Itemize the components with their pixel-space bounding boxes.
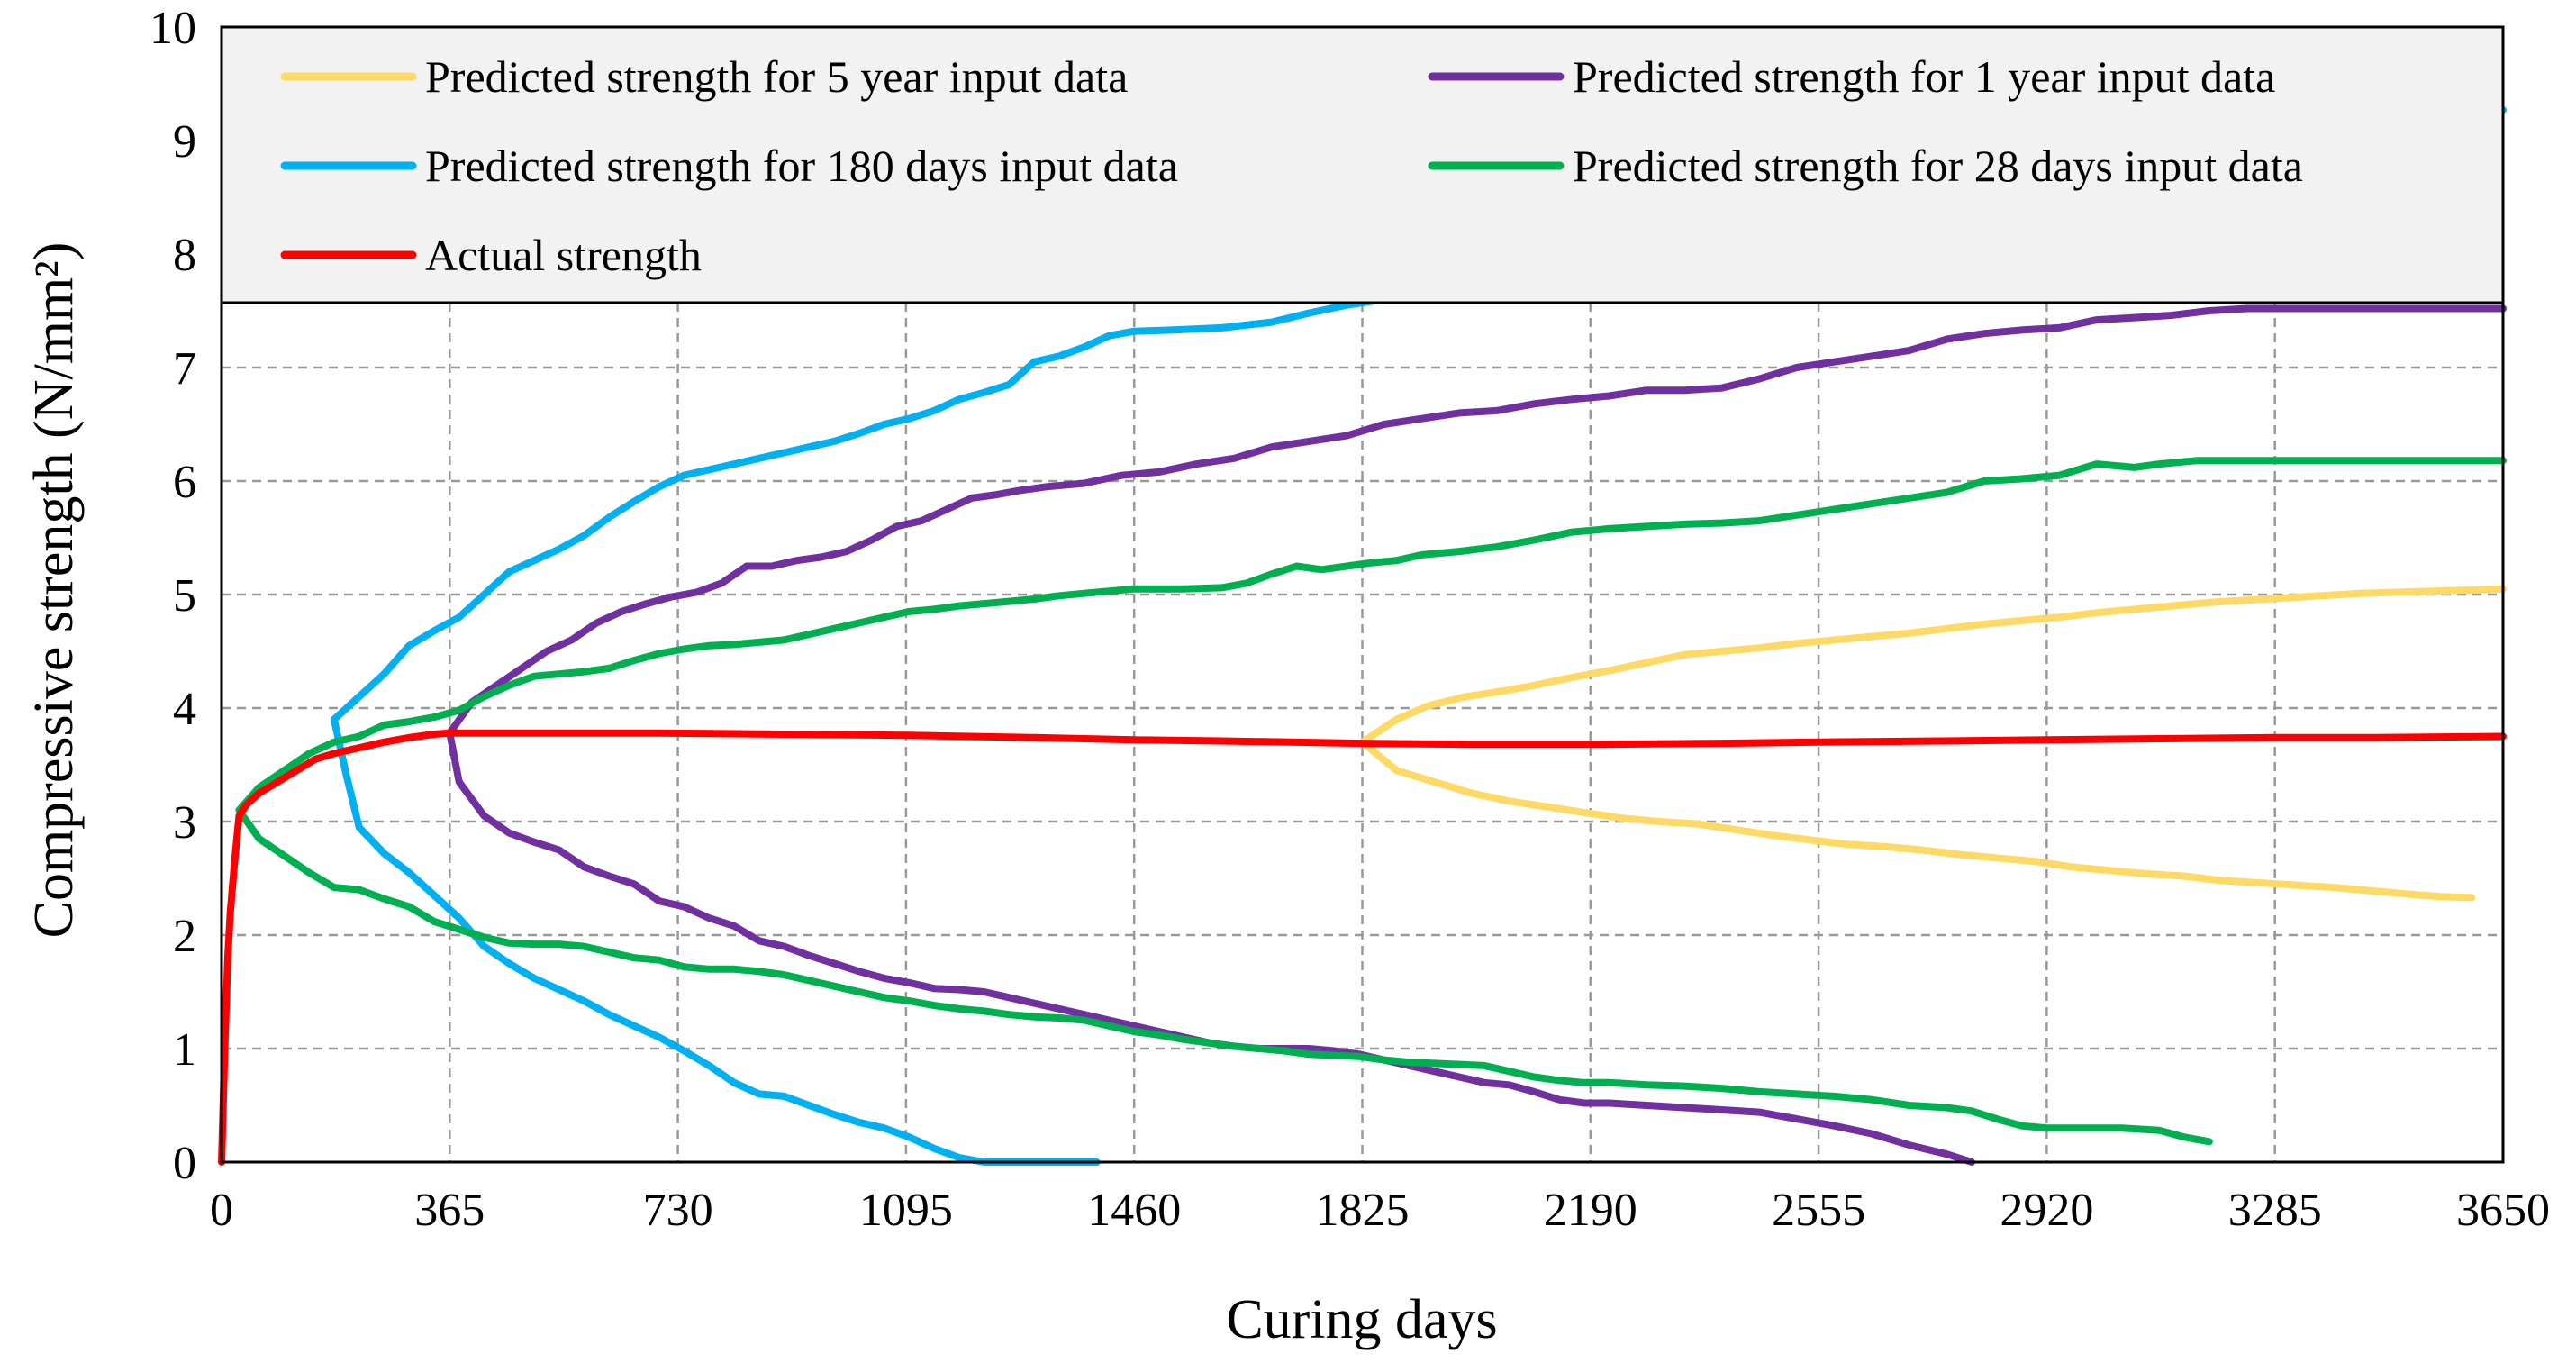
- series-line: [1358, 585, 2507, 746]
- y-tick-labels: 0 1 2 3 4 5 6 7 8 9 10: [150, 3, 196, 1189]
- legend-box: [220, 25, 2505, 304]
- legend-item: Actual strength: [280, 230, 702, 280]
- legend-label: Predicted strength for 28 days input dat…: [1573, 141, 2303, 191]
- legend-label: Predicted strength for 5 year input data: [425, 51, 1128, 102]
- series-line: [1358, 738, 2476, 902]
- x-tick-label: 1825: [1316, 1185, 1410, 1236]
- legend-item: Predicted strength for 1 year input data: [1428, 51, 2275, 102]
- series-line: [446, 304, 2507, 737]
- legend-item: Predicted strength for 5 year input data: [280, 51, 1128, 102]
- x-tick-label: 2555: [1772, 1185, 1865, 1236]
- legend-label: Actual strength: [425, 230, 702, 280]
- y-tick-label: 7: [173, 343, 196, 395]
- series-line: [235, 457, 2507, 814]
- legend-item: Predicted strength for 28 days input dat…: [1428, 141, 2303, 191]
- y-tick-label: 9: [173, 116, 196, 168]
- x-tick-label: 1460: [1087, 1185, 1181, 1236]
- series-line: [330, 715, 1101, 1166]
- x-tick-label: 2920: [2000, 1185, 2093, 1236]
- x-tick-label: 3650: [2456, 1185, 2550, 1236]
- y-tick-label: 10: [150, 3, 196, 54]
- y-tick-label: 0: [173, 1138, 196, 1189]
- x-axis-label: Curing days: [1226, 1289, 1497, 1350]
- y-tick-label: 5: [173, 570, 196, 622]
- series-line: [235, 806, 2213, 1146]
- series-lines: [218, 106, 2507, 1166]
- y-tick-label: 8: [173, 230, 196, 281]
- x-tick-label: 1095: [859, 1185, 953, 1236]
- x-tick-labels: 0 365 730 1095 1460 1825 2190 2555 2920 3285 3650: [210, 1185, 2550, 1236]
- series-4: [218, 729, 2507, 1166]
- series-0: [1358, 585, 2507, 902]
- series-line: [218, 729, 2507, 1166]
- x-tick-label: 0: [210, 1185, 233, 1236]
- x-tick-label: 365: [414, 1185, 485, 1236]
- legend-item: Predicted strength for 180 days input da…: [280, 141, 1178, 191]
- x-tick-label: 730: [643, 1185, 713, 1236]
- series-line: [446, 729, 1976, 1166]
- y-tick-label: 2: [173, 911, 196, 962]
- series-1: [446, 304, 2507, 1166]
- x-tick-label: 3285: [2228, 1185, 2322, 1236]
- legend-label: Predicted strength for 1 year input data: [1573, 51, 2275, 102]
- series-3: [235, 457, 2507, 1146]
- y-axis-label: Compressive strength (N/mm²): [23, 242, 85, 939]
- legend: Predicted strength for 5 year input data…: [220, 25, 2505, 304]
- y-tick-label: 4: [173, 684, 196, 735]
- y-tick-label: 6: [173, 457, 196, 508]
- x-tick-label: 2190: [1544, 1185, 1637, 1236]
- y-tick-label: 3: [173, 797, 196, 849]
- y-tick-label: 1: [173, 1024, 196, 1076]
- legend-label: Predicted strength for 180 days input da…: [425, 141, 1178, 191]
